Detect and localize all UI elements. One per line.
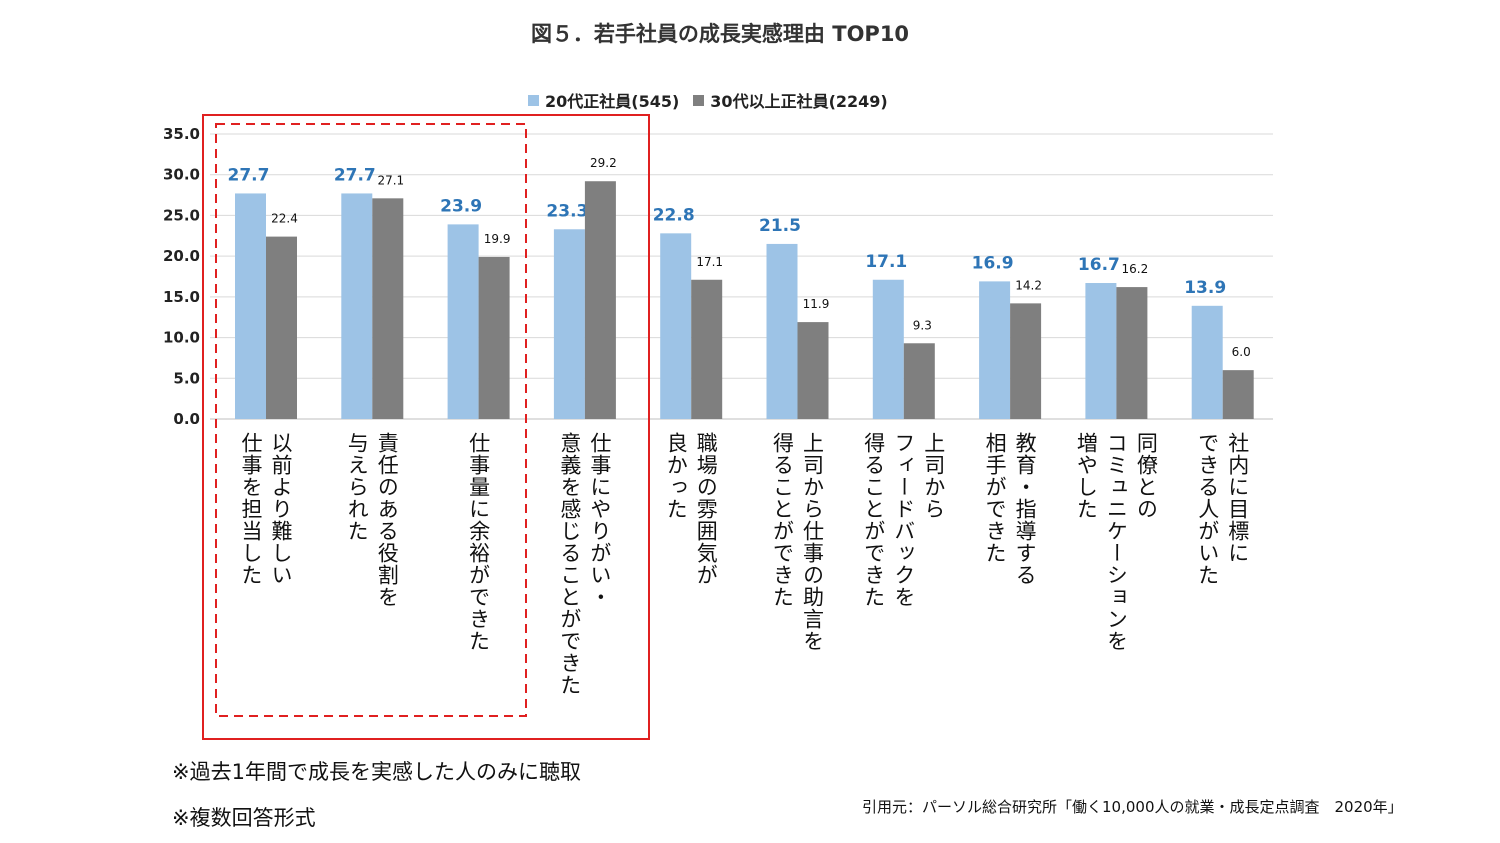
chart-title: 図５．若手社員の成長実感理由 TOP10	[530, 22, 910, 46]
data-label-20s: 27.7	[228, 165, 270, 185]
category-label: 教育・指導する 相手ができた	[983, 432, 1038, 586]
bar-30s	[903, 343, 935, 419]
legend-swatch-20s	[528, 94, 539, 106]
bar-30s	[691, 279, 723, 419]
category-label: 仕事量に余裕ができた	[466, 432, 491, 652]
y-tick-label: 0.0	[173, 410, 200, 428]
bar-20s	[447, 224, 479, 419]
bar-20s	[235, 193, 266, 419]
highlight-box-dashed	[215, 123, 527, 717]
data-label-30s: 22.4	[271, 212, 298, 226]
bar-20s	[1191, 305, 1223, 419]
data-label-20s: 13.9	[1184, 278, 1226, 298]
bar-20s	[660, 233, 692, 419]
bar-30s	[584, 181, 616, 419]
data-label-30s: 17.1	[696, 255, 723, 269]
bar-30s	[372, 198, 404, 419]
y-tick-label: 15.0	[163, 288, 200, 306]
source-citation: 引用元：パーソル総合研究所「働く10,000人の就業・成長定点調査 2020年」	[862, 798, 1403, 816]
data-label-30s: 11.9	[803, 297, 830, 311]
data-label-20s: 23.9	[440, 196, 482, 216]
bar-30s	[1222, 370, 1254, 419]
category-label: 以前より難しい 仕事を担当した	[239, 432, 293, 586]
y-tick-label: 25.0	[163, 206, 200, 224]
data-label-30s: 9.3	[913, 318, 932, 332]
bar-20s	[766, 243, 798, 419]
bar-20s	[1085, 283, 1117, 419]
data-label-20s: 22.8	[653, 205, 695, 225]
bar-30s	[797, 322, 829, 419]
category-label: 職場の雰囲気が 良かった	[664, 432, 719, 586]
bar-20s	[979, 281, 1011, 419]
category-label: 上司から仕事の助言を 得ることができた	[770, 432, 825, 652]
data-label-20s: 23.3	[546, 201, 588, 221]
bar-30s	[1116, 287, 1148, 419]
data-label-20s: 16.9	[972, 253, 1014, 273]
y-tick-label: 30.0	[163, 166, 200, 184]
data-label-20s: 21.5	[759, 216, 801, 236]
category-label: 同僚との コミュニケーションを 増やした	[1074, 432, 1159, 652]
data-label-20s: 27.7	[334, 165, 376, 185]
bar-30s	[1010, 303, 1042, 419]
data-label-20s: 17.1	[865, 252, 907, 272]
y-tick-label: 35.0	[163, 125, 200, 143]
bar-30s	[478, 256, 510, 419]
legend: 20代正社員(545) 30代以上正社員(2249)	[528, 88, 888, 112]
y-tick-label: 10.0	[163, 329, 200, 347]
legend-item-30s: 30代以上正社員(2249)	[693, 88, 888, 112]
category-label: 社内に目標に できる人がいた	[1195, 432, 1250, 586]
data-label-20s: 16.7	[1078, 255, 1120, 275]
data-label-30s: 19.9	[484, 232, 511, 246]
bar-20s	[553, 229, 585, 419]
category-label: 責任のある役割を 与えられた	[345, 432, 400, 608]
data-label-30s: 14.2	[1015, 278, 1042, 292]
highlight-box-solid	[202, 114, 650, 740]
bar-30s	[266, 236, 297, 419]
y-tick-label: 20.0	[163, 247, 200, 265]
bar-20s	[872, 279, 904, 419]
bar-20s	[341, 193, 373, 419]
category-label: 仕事にやりがい・ 意義を感じることができた	[557, 432, 612, 696]
legend-label-20s: 20代正社員(545)	[545, 92, 680, 111]
data-label-30s: 27.1	[377, 173, 404, 187]
data-label-30s: 6.0	[1232, 345, 1251, 359]
legend-swatch-30s	[693, 94, 705, 106]
y-tick-label: 5.0	[173, 369, 200, 387]
data-label-30s: 29.2	[590, 156, 617, 170]
note-multiple-answers: ※複数回答形式	[172, 806, 316, 830]
data-label-30s: 16.2	[1122, 262, 1149, 276]
legend-item-20s: 20代正社員(545)	[528, 88, 679, 112]
legend-label-30s: 30代以上正社員(2249)	[710, 92, 888, 111]
note-respondents: ※過去1年間で成長を実感した人のみに聴取	[172, 760, 581, 784]
category-label: 上司から フィードバックを 得ることができた	[861, 432, 946, 608]
